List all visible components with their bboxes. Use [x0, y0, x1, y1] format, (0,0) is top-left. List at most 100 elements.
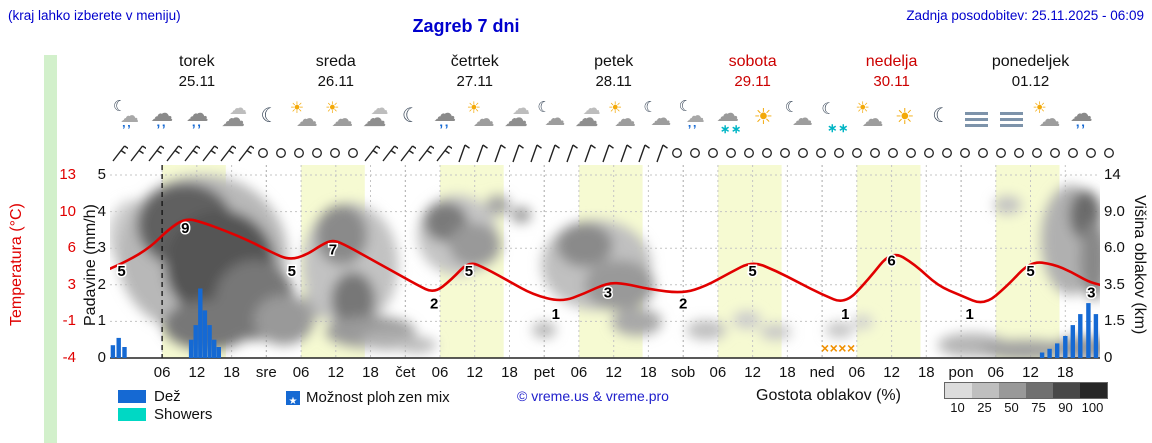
sun-glyph: ☀ [894, 104, 915, 129]
day-header-četrtek: četrtek 27.11 [450, 53, 499, 90]
cloud-glyph: ☁ [582, 98, 601, 118]
density-tick: 75 [1031, 400, 1046, 415]
wind-symbol-calm [686, 142, 704, 164]
cloud-rain-glyph: ’’ [191, 121, 203, 137]
cloud-height-tick: 9.0 [1104, 202, 1125, 220]
wind-symbol-calm [1028, 142, 1046, 164]
svg-text:5: 5 [117, 263, 125, 280]
wind-symbol-calm [830, 142, 848, 164]
moon-glyph: ☾ [260, 105, 279, 127]
cloud-glyph: ☁ [370, 98, 389, 118]
wind-symbol-barb [200, 142, 218, 164]
last-update: Zadnja posodobitev: 25.11.2025 - 06:09 [906, 8, 1144, 23]
temp-tick: 6 [67, 239, 76, 257]
cloud-glyph: ☁ [221, 105, 246, 132]
svg-text:5: 5 [465, 263, 473, 280]
wind-symbol-calm [758, 142, 776, 164]
sun-cloud-glyph: ☀ [325, 100, 340, 117]
density-tick: 25 [977, 400, 992, 415]
wind-symbol-barb [110, 142, 128, 164]
moon-rain-glyph: ’’ [687, 122, 699, 137]
copyright-link[interactable]: © vreme.us & vreme.pro [517, 388, 669, 404]
weather-icon-cloud-rain: ☁’’ [428, 97, 463, 139]
wind-symbol-barb [362, 142, 380, 164]
weather-icon-sun-cloud: ☀ ☁ [287, 97, 322, 139]
wind-symbol-barb [218, 142, 236, 164]
wind-symbol-calm [272, 142, 290, 164]
moon-rain-glyph: ☾ [113, 98, 127, 115]
moon-cloud-glyph: ☾ [537, 99, 551, 116]
weather-icon-moon-snow: ☾ ∗∗ [817, 97, 852, 139]
menu-note: (kraj lahko izberete v meniju) [8, 8, 181, 23]
moon-cloud-glyph: ☁ [544, 107, 566, 130]
weather-icon-moon-rain: ☾ ☁’’ [110, 97, 145, 139]
svg-text:5: 5 [1026, 263, 1034, 280]
density-swatch [1053, 383, 1080, 398]
weather-icon-fog [959, 97, 994, 139]
cloud-height-tick: 3.5 [1104, 275, 1125, 293]
precip-tick: 3 [97, 239, 106, 257]
svg-text:×: × [838, 340, 846, 356]
cloud-rain-glyph: ☁ [185, 100, 209, 126]
wind-symbol-barb [380, 142, 398, 164]
day-header-nedelja: nedelja 30.11 [865, 53, 918, 90]
wind-symbol-calm [1010, 142, 1028, 164]
cloud-glyph: ☁ [511, 98, 530, 118]
weather-icon-cloud-snow: ☁ ∗∗ [711, 97, 746, 139]
x-tick: 12 [1022, 364, 1039, 381]
wind-symbol-calm [290, 142, 308, 164]
day-header-sreda: sreda 26.11 [315, 53, 356, 90]
fog-glyph [964, 112, 988, 115]
weather-icon-cloud-rain: ☁’’ [1065, 97, 1100, 139]
x-tick: 18 [223, 364, 240, 381]
wind-symbol-slash [614, 142, 632, 164]
weather-icon-cloud: ☁ ☁ [499, 97, 534, 139]
wind-symbol-barb [182, 142, 200, 164]
x-tick: 18 [779, 364, 796, 381]
x-tick: čet [395, 364, 416, 381]
svg-text:7: 7 [329, 242, 337, 259]
cloud-density-legend-label: Gostota oblakov (%) [756, 387, 901, 404]
cloud-height-tick: 1.5 [1104, 312, 1125, 330]
chance-legend-label: Možnost ploh [306, 389, 396, 406]
density-tick: 50 [1004, 400, 1019, 415]
cloud-density-scale [944, 382, 1108, 399]
sun-cloud-glyph: ☁ [295, 106, 318, 131]
moon-snow-glyph: ∗∗ [827, 121, 850, 135]
wind-symbol-barb [128, 142, 146, 164]
moon-cloud-glyph: ☁ [650, 107, 672, 130]
cloud-height-tick: 6.0 [1104, 239, 1125, 257]
weather-icon-moon: ☾ [393, 97, 428, 139]
star-icon: ★ [288, 396, 298, 407]
density-swatch [972, 383, 999, 398]
weather-icon-moon-rain: ☾ ☁’’ [676, 97, 711, 139]
wind-symbol-calm [902, 142, 920, 164]
cloud-snow-glyph: ☁ [716, 100, 740, 126]
svg-text:2: 2 [430, 295, 438, 312]
frozen-mix-legend-label: zen mix [398, 389, 450, 406]
cloud-glyph: ☁ [229, 98, 248, 118]
wind-symbol-calm [956, 142, 974, 164]
wind-symbol-barb [164, 142, 182, 164]
wind-symbol-slash [524, 142, 542, 164]
weather-icon-fog [994, 97, 1029, 139]
svg-text:5: 5 [288, 263, 296, 280]
wind-symbol-slash [452, 142, 470, 164]
svg-text:1: 1 [552, 306, 560, 323]
weather-icons-row: ☾ ☁’’ ☁’’ ☁’’ ☁ ☁ ☾ ☀ ☁ ☀ ☁ ☁ ☁ ☾ ☁’’ ☀ ☁ ☁ ☁ ☾ ☁ ☁ ☁ ☀ ☁ ☾ ☁ ☾ ☁’’ ☁… [110, 97, 1100, 139]
cloud-rain-glyph: ’’ [1075, 121, 1087, 137]
day-header-ponedeljek: ponedeljek 01.12 [991, 53, 1070, 90]
wind-symbol-calm [704, 142, 722, 164]
x-tick: 06 [431, 364, 449, 381]
wind-symbol-calm [1082, 142, 1100, 164]
moon-glyph: ☾ [401, 105, 420, 127]
wind-symbol-calm [776, 142, 794, 164]
wind-symbol-calm [974, 142, 992, 164]
svg-text:5: 5 [748, 263, 756, 280]
svg-text:9: 9 [181, 220, 189, 237]
wind-symbol-slash [560, 142, 578, 164]
chance-legend-icon: ★ [286, 391, 300, 407]
x-tick: 12 [883, 364, 900, 381]
weather-icon-sun-cloud: ☀ ☁ [853, 97, 888, 139]
